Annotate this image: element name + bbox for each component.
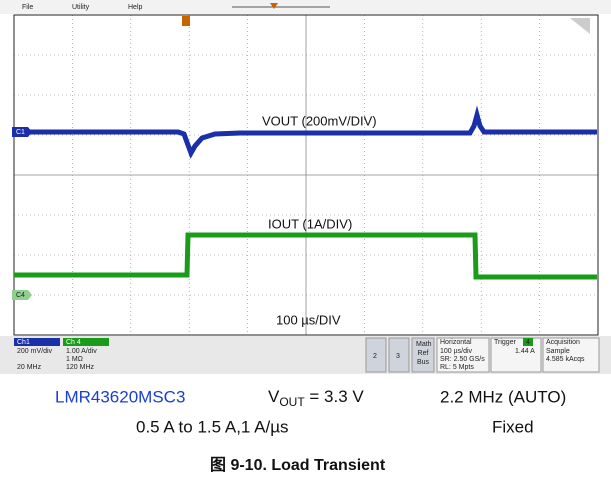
panel-title: Acquisition bbox=[546, 339, 580, 346]
button[interactable] bbox=[411, 337, 435, 373]
ch4-scale: 1.00 A/div bbox=[66, 348, 97, 355]
screen-border bbox=[13, 14, 599, 336]
trigger-marker bbox=[182, 16, 190, 26]
figure-caption: 图 9-10. Load Transient bbox=[210, 456, 386, 474]
ch1-marker bbox=[12, 127, 32, 137]
panel-line: 4.585 kAcqs bbox=[546, 356, 585, 363]
annotation: 100 µs/DIV bbox=[276, 312, 341, 327]
horizontal-panel[interactable] bbox=[436, 337, 490, 373]
acquisition-panel[interactable] bbox=[542, 337, 600, 373]
ch1-name: Ch1 bbox=[17, 339, 30, 346]
ch1-header[interactable] bbox=[14, 338, 60, 346]
panel-title: Horizontal bbox=[440, 339, 472, 346]
ch4-trace bbox=[14, 232, 597, 280]
vout-value: = 3.3 V bbox=[305, 387, 365, 406]
trigger-source: 4 bbox=[526, 339, 530, 346]
annotation: VOUT (200mV/DIV) bbox=[262, 113, 377, 128]
graticule bbox=[14, 15, 598, 335]
caption-device: LMR43620MSC3 bbox=[55, 387, 185, 406]
button[interactable] bbox=[365, 337, 387, 373]
corner-icon bbox=[570, 18, 590, 34]
button-label: Math Ref Bus bbox=[416, 341, 432, 366]
trigger-position bbox=[270, 3, 278, 9]
panel-line: 100 µs/div bbox=[440, 348, 473, 355]
panel-title: Trigger bbox=[494, 339, 517, 346]
ch4-header[interactable] bbox=[63, 338, 109, 346]
button[interactable] bbox=[388, 337, 410, 373]
trigger-source-box bbox=[523, 338, 533, 346]
menu-item[interactable]: Help bbox=[128, 4, 143, 11]
ch4-marker bbox=[12, 290, 32, 300]
channel-label: C1 bbox=[16, 129, 25, 136]
ch4-name: Ch 4 bbox=[66, 339, 81, 346]
vout-subscript: OUT bbox=[279, 395, 305, 409]
annotation: IOUT (1A/DIV) bbox=[268, 216, 352, 231]
channel-label: C4 bbox=[16, 292, 25, 299]
ch1-trace bbox=[30, 105, 597, 159]
menu-item[interactable]: Utility bbox=[72, 4, 90, 11]
button-text: Math Ref Bus bbox=[416, 341, 432, 366]
panel-line: SR: 2.50 GS/s bbox=[440, 356, 485, 363]
menu-item[interactable]: File bbox=[22, 4, 33, 11]
panel-line: Sample bbox=[546, 348, 570, 355]
button-label: 3 bbox=[396, 353, 400, 360]
caption-vout: VOUT = 3.3 V bbox=[268, 387, 364, 409]
caption-mode: Fixed bbox=[492, 417, 534, 436]
caption-load: 0.5 A to 1.5 A,1 A/µs bbox=[136, 417, 289, 436]
caption-frequency: 2.2 MHz (AUTO) bbox=[440, 387, 566, 406]
ch4-bw: 120 MHz bbox=[66, 364, 95, 371]
panel-line: RL: 5 Mpts bbox=[440, 364, 474, 371]
ch1-bw: 20 MHz bbox=[17, 364, 42, 371]
ch1-scale: 200 mV/div bbox=[17, 348, 53, 355]
vout-symbol: V bbox=[268, 387, 280, 406]
button-label: 2 bbox=[373, 353, 377, 360]
ch4-impedance: 1 MΩ bbox=[66, 356, 83, 363]
trigger-level: 1.44 A bbox=[515, 348, 535, 355]
